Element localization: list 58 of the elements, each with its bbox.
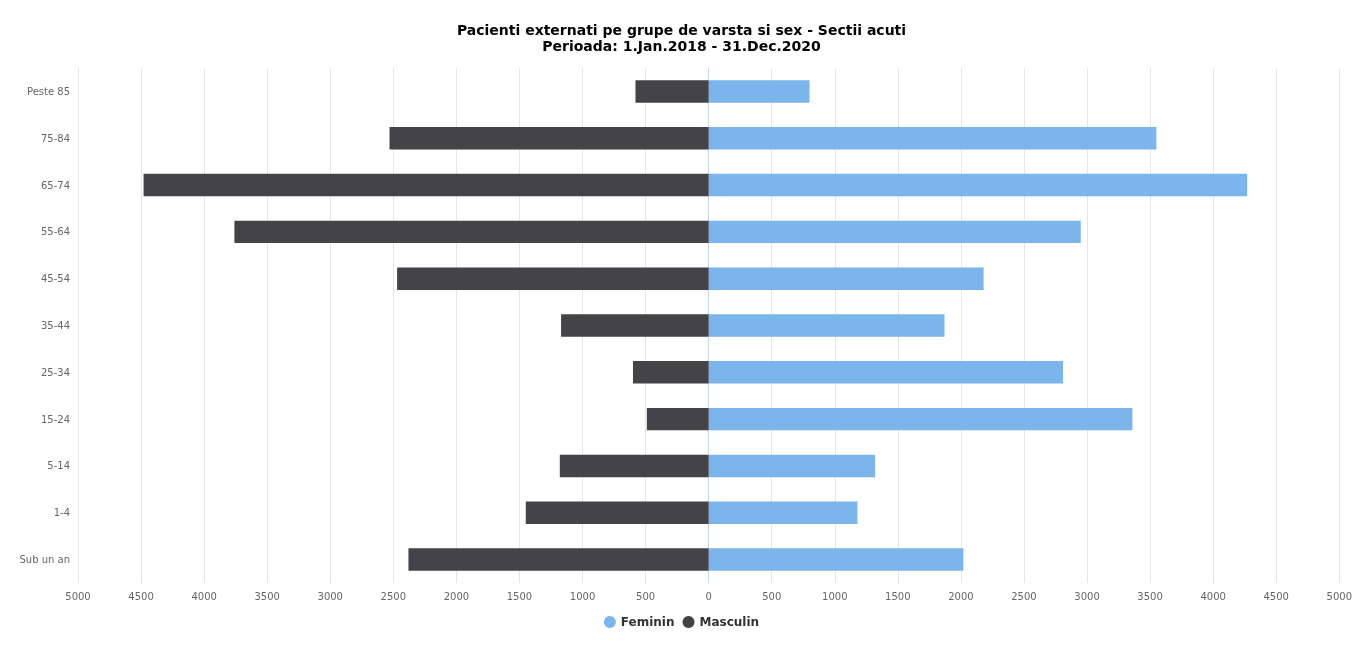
x-tick-label: 3500	[1137, 590, 1163, 602]
x-tick-label: 2500	[380, 590, 407, 602]
x-tick-label: 3000	[1074, 590, 1100, 602]
y-tick-label: 1-4	[53, 507, 70, 519]
chart-subtitle: Perioada: 1.Jan.2018 - 31.Dec.2020	[542, 38, 821, 54]
bar	[234, 220, 709, 244]
bar	[525, 501, 709, 525]
y-tick-label: 25-34	[40, 366, 70, 378]
y-tick-label: 35-44	[40, 320, 70, 331]
bar	[708, 361, 1064, 384]
bar	[708, 454, 876, 478]
y-tick-label: 5-14	[47, 460, 70, 472]
x-tick-label: 3500	[254, 590, 280, 602]
x-tick-label: 0	[705, 590, 712, 602]
bar	[143, 173, 709, 197]
bar	[708, 314, 945, 337]
x-tick-label: 2000	[443, 590, 470, 602]
bar	[397, 267, 709, 290]
x-tick-label: 4000	[191, 590, 217, 602]
legend-label: Masculin	[699, 615, 760, 629]
bar	[708, 80, 810, 103]
x-tick-label: 1500	[506, 590, 533, 602]
chart-title: Pacienti externati pe grupe de varsta si sex - Sectii acuti	[456, 22, 907, 38]
bar	[632, 361, 709, 384]
bar	[646, 407, 709, 431]
bar	[708, 173, 1248, 197]
bar	[389, 126, 709, 150]
bar	[408, 548, 709, 571]
y-tick-label: 55-64	[40, 226, 70, 238]
x-tick-label: 1500	[885, 590, 911, 602]
legend-label: Feminin	[620, 615, 675, 629]
x-tick-label: 4500	[1263, 590, 1289, 602]
bar	[708, 407, 1133, 431]
x-tick-label: 1000	[822, 590, 848, 602]
bar	[708, 126, 1157, 150]
bar	[708, 267, 984, 290]
x-tick-label: 500	[762, 590, 782, 602]
x-tick-label: 2000	[948, 590, 974, 602]
bar	[708, 548, 964, 571]
x-tick-label: 1000	[569, 590, 596, 602]
x-tick-label: 4500	[128, 590, 154, 602]
y-tick-label: Peste 85	[26, 85, 70, 97]
bar	[559, 454, 709, 478]
bar	[561, 314, 709, 337]
y-tick-label: 75-84	[40, 132, 70, 144]
y-tick-label: 45-54	[40, 273, 70, 285]
x-tick-label: 5000	[1326, 590, 1352, 602]
y-tick-label: Sub un an	[19, 554, 70, 566]
x-tick-label: 2500	[1011, 590, 1037, 602]
x-tick-label: 5000	[65, 590, 91, 602]
y-tick-label: 15-24	[40, 413, 70, 425]
bar	[708, 220, 1081, 244]
bar	[635, 80, 709, 103]
x-tick-label: 4000	[1200, 590, 1226, 602]
bar	[708, 501, 858, 525]
y-tick-label: 65-74	[40, 179, 70, 191]
x-tick-label: 500	[636, 590, 656, 602]
x-tick-label: 3000	[317, 590, 343, 602]
